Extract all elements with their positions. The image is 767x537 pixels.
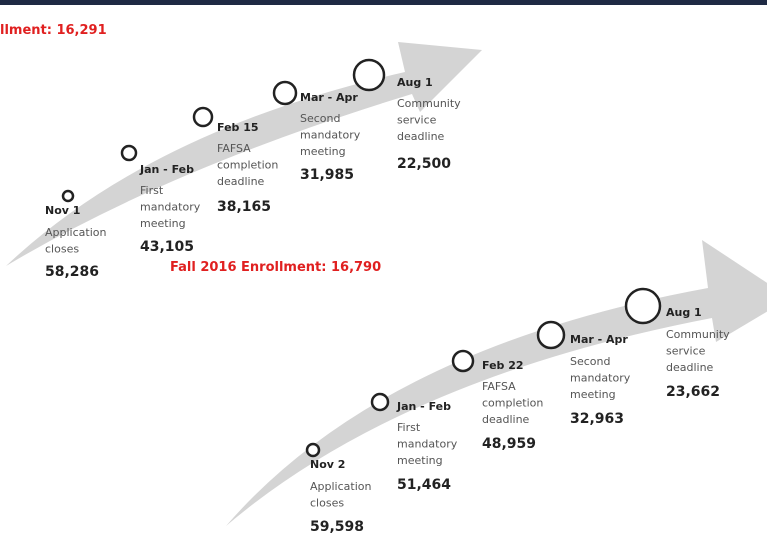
milestone-date: Nov 1 [45,204,80,217]
milestone-description: Community [397,97,461,110]
milestone-count: 32,963 [570,411,624,427]
milestone-date: Jan - Feb [139,163,194,176]
milestone-description: FAFSA [217,142,251,155]
milestone-count: 58,286 [45,264,99,280]
milestone-description: Second [300,112,340,125]
milestone-count: 22,500 [397,156,451,172]
milestone-dot [61,189,75,203]
milestone-description: completion [482,397,543,410]
milestone-count: 38,165 [217,199,271,215]
milestone-dot [272,80,298,106]
arrow [6,42,482,266]
milestone-date: Feb 15 [217,121,259,134]
enrollment-label: llment: 16,291 [0,23,107,38]
milestone-description: service [397,114,437,127]
milestone-description: meeting [397,454,443,467]
milestone-description: FAFSA [482,380,516,393]
milestone-description: First [140,184,164,197]
milestone-dot [352,58,386,92]
milestone-description: meeting [140,217,186,230]
milestone-date: Feb 22 [482,359,524,372]
milestone-date: Mar - Apr [570,333,628,346]
milestone-dot [120,144,138,162]
milestone-count: 59,598 [310,519,364,535]
milestone-dot [305,442,321,458]
top-bar [0,0,767,5]
milestone-description: deadline [217,175,265,188]
milestone-description: deadline [482,413,530,426]
milestone-date: Aug 1 [666,306,702,319]
milestone-dot [370,392,390,412]
milestone-description: mandatory [570,372,631,385]
milestone-description: closes [45,243,79,256]
milestone-description: First [397,421,421,434]
milestone-date: Jan - Feb [396,400,451,413]
milestone-dot [192,106,214,128]
milestone-date: Mar - Apr [300,91,358,104]
milestone-date: Aug 1 [397,76,433,89]
milestone-description: mandatory [397,438,458,451]
milestone-dot [451,349,475,373]
milestone-dot [624,287,662,325]
milestone-count: 43,105 [140,239,194,255]
milestone-count: 48,959 [482,436,536,452]
milestone-description: meeting [300,145,346,158]
milestone-dot [536,320,566,350]
milestone-description: completion [217,159,278,172]
milestone-count: 31,985 [300,167,354,183]
milestone-description: Second [570,355,610,368]
milestone-description: mandatory [300,129,361,142]
milestone-description: deadline [666,361,714,374]
milestone-description: mandatory [140,201,201,214]
milestone-count: 23,662 [666,384,720,400]
milestone-description: Application [310,480,371,493]
milestone-description: Application [45,226,106,239]
milestone-description: meeting [570,388,616,401]
enrollment-label: Fall 2016 Enrollment: 16,790 [170,260,381,275]
milestone-description: deadline [397,130,445,143]
milestone-count: 51,464 [397,477,451,493]
milestone-date: Nov 2 [310,458,345,471]
milestone-description: service [666,345,706,358]
milestone-description: Community [666,328,730,341]
milestone-description: closes [310,497,344,510]
